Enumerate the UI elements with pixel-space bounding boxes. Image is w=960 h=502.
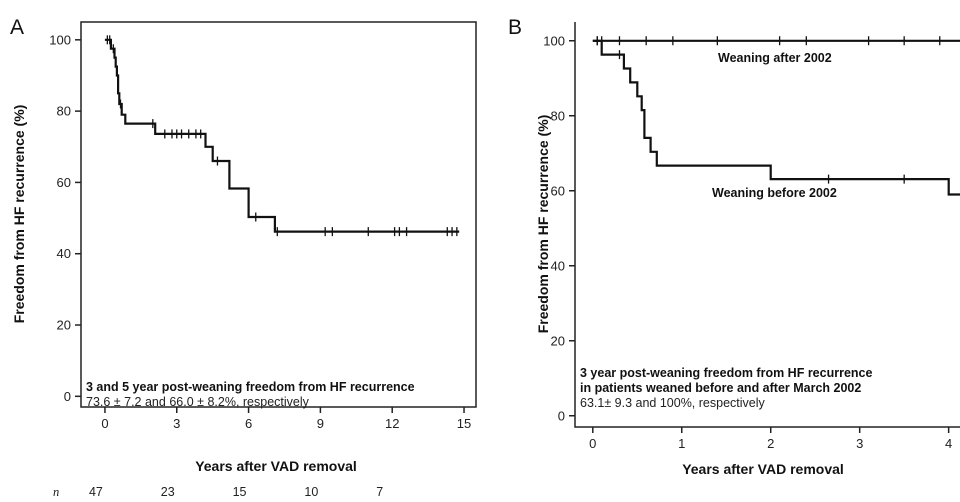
panel-a-label: A	[10, 16, 24, 39]
x-tick-label: 3	[856, 436, 863, 451]
survival-curve-1	[104, 38, 460, 233]
y-tick-label: 0	[558, 408, 565, 423]
y-tick-label: 40	[57, 246, 71, 261]
y-tick-label: 60	[551, 183, 565, 198]
y-tick-label: 60	[57, 175, 71, 190]
panel-a-at-risk-row: n 47 23 15 10 7	[53, 485, 383, 499]
y-tick-label: 0	[64, 389, 71, 404]
panel-b-annotation-line-2: in patients weaned before and after Marc…	[580, 381, 861, 395]
panel-a-annotation-line-2: 73.6 ± 7.2 and 66.0 ± 8.2%, respectively	[86, 395, 310, 409]
panel-a-series	[104, 35, 460, 237]
at-risk-value: 15	[233, 485, 247, 499]
panel-b-y-axis-label: Freedom from HF recurrence (%)	[535, 115, 551, 334]
panel-a-chart: A 0 20 40 60 80 100 0 3 6 9 12 15 Freedom from HF r…	[10, 16, 477, 499]
at-risk-value: 23	[161, 485, 175, 499]
x-tick-label: 0	[101, 416, 108, 431]
x-tick-label: 3	[173, 416, 180, 431]
x-tick-label: 9	[317, 416, 324, 431]
panel-a-y-axis-label: Freedom from HF recurrence (%)	[11, 105, 27, 324]
x-tick-label: 1	[678, 436, 685, 451]
series-label-weaning-after-2002: Weaning after 2002	[718, 51, 832, 65]
x-tick-label: 12	[385, 416, 399, 431]
panel-b-annotation-line-3: 63.1± 9.3 and 100%, respectively	[580, 396, 766, 410]
panel-a-axes: 0 20 40 60 80 100 0 3 6 9 12 15	[49, 32, 471, 431]
panel-b-axes-lines	[574, 22, 960, 428]
panel-a-frame	[80, 21, 477, 408]
panel-b-axes: 0 20 40 60 80 100 0 1 2 3 4	[543, 33, 952, 451]
panel-b-x-axis-label: Years after VAD removal	[682, 461, 844, 477]
panel-b-annotation-line-1: 3 year post-weaning freedom from HF recu…	[580, 366, 872, 380]
series-label-weaning-before-2002: Weaning before 2002	[712, 186, 837, 200]
y-tick-label: 80	[57, 104, 71, 119]
y-tick-label: 20	[551, 333, 565, 348]
panel-b-series	[592, 36, 960, 196]
x-tick-label: 4	[945, 436, 952, 451]
panel-b-chart: B 0 20 40 60 80 100 0 1 2 3 4 Freedom from HF recu…	[508, 16, 960, 477]
panel-a-annotation-line-1: 3 and 5 year post-weaning freedom from H…	[86, 380, 415, 394]
x-tick-label: 6	[245, 416, 252, 431]
panel-b-label: B	[508, 16, 522, 39]
y-tick-label: 100	[543, 33, 565, 48]
panel-a-x-axis-label: Years after VAD removal	[195, 458, 357, 474]
x-tick-label: 2	[767, 436, 774, 451]
x-tick-label: 0	[589, 436, 596, 451]
at-risk-value: 47	[89, 485, 103, 499]
at-risk-value: 10	[304, 485, 318, 499]
survival-curve-2	[592, 39, 960, 196]
y-tick-label: 100	[49, 32, 71, 47]
y-tick-label: 80	[551, 108, 565, 123]
y-tick-label: 20	[57, 318, 71, 333]
y-tick-label: 40	[551, 258, 565, 273]
at-risk-value: 7	[376, 485, 383, 499]
x-tick-label: 15	[457, 416, 471, 431]
at-risk-label: n	[53, 485, 59, 499]
